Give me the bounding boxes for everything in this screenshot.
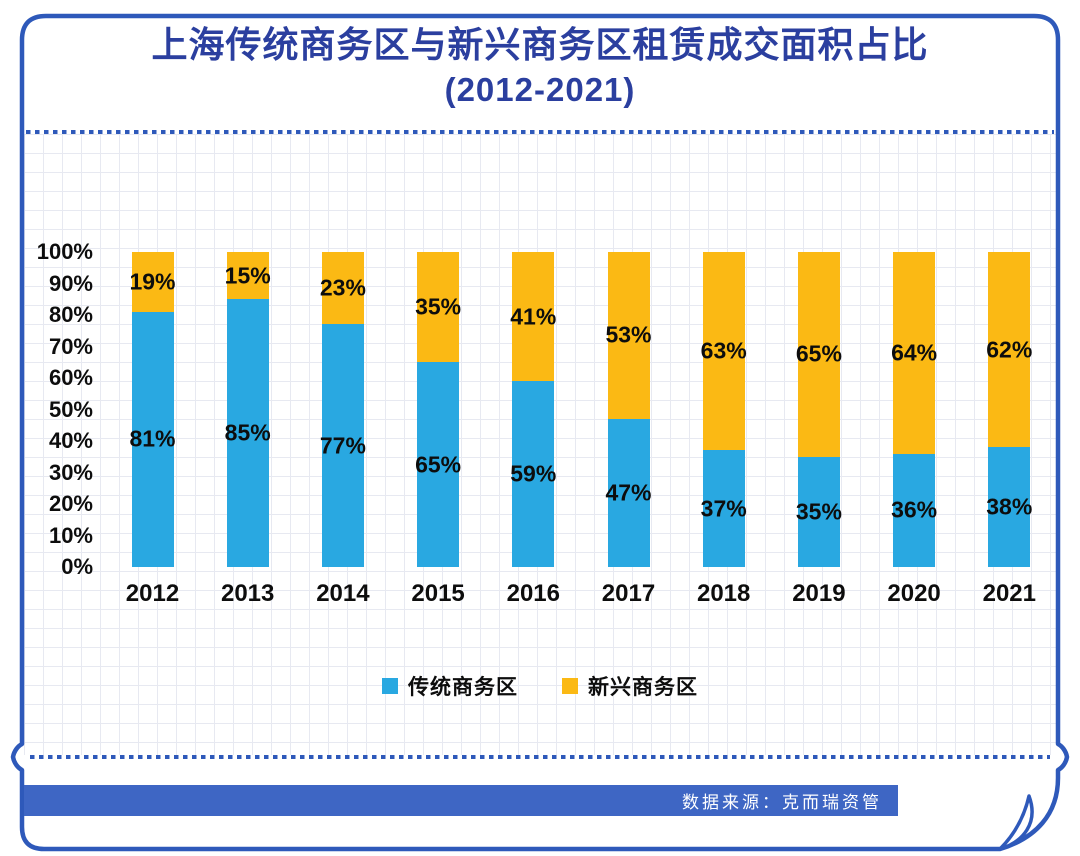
bar-segment-traditional-2013	[226, 299, 269, 567]
segment-value-label-emerging-2015: 35%	[415, 293, 462, 320]
bar-segment-traditional-2017	[607, 418, 650, 567]
bar-segment-emerging-2021	[988, 252, 1031, 448]
bar-group-2018	[702, 252, 745, 567]
x-axis-label-2021: 2021	[982, 580, 1036, 607]
segment-value-label-emerging-2012: 19%	[129, 268, 176, 295]
legend-label-traditional: 传统商务区	[408, 676, 518, 699]
bar-segment-emerging-2015	[417, 252, 460, 363]
y-axis-tick: 90%	[48, 270, 93, 296]
bar-segment-traditional-2021	[988, 447, 1031, 567]
bar-group-2013	[226, 252, 269, 567]
segment-value-label-emerging-2016: 41%	[510, 303, 557, 330]
x-axis-label-2018: 2018	[696, 580, 751, 607]
segment-value-label-traditional-2014: 77%	[319, 432, 366, 459]
bar-group-2019	[797, 252, 840, 567]
bar-segment-emerging-2017	[607, 252, 650, 419]
x-axis-label-2020: 2020	[887, 580, 941, 607]
segment-value-label-traditional-2012: 81%	[129, 425, 176, 452]
x-axis-label-2017: 2017	[601, 580, 656, 607]
page-curl-icon	[998, 794, 1034, 851]
bar-segment-traditional-2016	[512, 381, 555, 567]
bar-group-2014	[321, 252, 364, 567]
x-axis-label-2012: 2012	[125, 580, 180, 607]
bar-group-2017	[607, 252, 650, 567]
y-axis-tick: 100%	[36, 239, 93, 264]
segment-value-label-traditional-2021: 38%	[986, 493, 1033, 520]
x-axis-label-2019: 2019	[792, 580, 846, 607]
bar-segment-traditional-2019	[797, 456, 840, 567]
segment-value-label-traditional-2016: 59%	[510, 460, 557, 487]
y-axis-tick: 60%	[48, 365, 93, 390]
y-axis-tick: 40%	[48, 428, 93, 453]
y-axis-tick: 70%	[48, 333, 93, 359]
segment-value-label-emerging-2014: 23%	[319, 274, 366, 301]
x-axis-label-2015: 2015	[411, 580, 465, 607]
bar-segment-traditional-2020	[893, 453, 936, 567]
segment-value-label-traditional-2018: 37%	[700, 495, 747, 522]
bar-segment-traditional-2015	[417, 362, 460, 567]
x-axis-label-2014: 2014	[316, 580, 370, 607]
y-axis-tick: 50%	[48, 396, 93, 422]
bar-segment-emerging-2013	[226, 252, 269, 300]
bar-segment-traditional-2014	[321, 324, 364, 567]
data-source-band: 数据来源：克而瑞资管	[24, 785, 898, 816]
segment-value-label-traditional-2013: 85%	[224, 419, 271, 446]
segment-value-label-traditional-2017: 47%	[605, 479, 652, 506]
legend-swatch-emerging	[562, 678, 578, 694]
bar-segment-emerging-2016	[512, 252, 555, 382]
x-axis-label-2013: 2013	[220, 580, 275, 607]
y-axis-tick: 80%	[48, 302, 93, 327]
y-axis-tick: 30%	[48, 459, 93, 485]
bar-segment-emerging-2020	[893, 252, 936, 454]
legend-label-emerging: 新兴商务区	[588, 676, 698, 699]
y-axis-tick: 20%	[48, 491, 93, 516]
y-axis-tick: 0%	[61, 554, 93, 579]
x-axis-label-2016: 2016	[506, 580, 560, 607]
bar-segment-emerging-2014	[321, 252, 364, 325]
bar-segment-traditional-2018	[702, 450, 745, 567]
segment-value-label-traditional-2015: 65%	[415, 451, 462, 478]
segment-value-label-emerging-2021: 62%	[986, 336, 1033, 363]
bar-group-2020	[893, 252, 936, 567]
bar-segment-emerging-2018	[702, 252, 745, 451]
chart-title: 上海传统商务区与新兴商务区租赁成交面积占比 (2012-2021)	[40, 22, 1040, 112]
segment-value-label-traditional-2020: 36%	[891, 496, 938, 523]
chart-title-line1: 上海传统商务区与新兴商务区租赁成交面积占比	[151, 24, 929, 65]
data-source-label: 数据来源：克而瑞资管	[682, 793, 882, 812]
bar-group-2015	[417, 252, 460, 567]
segment-value-label-emerging-2018: 63%	[700, 337, 747, 364]
bar-segment-emerging-2012	[131, 252, 174, 312]
bar-segment-emerging-2019	[797, 252, 840, 457]
chart-title-line2: (2012-2021)	[444, 71, 636, 108]
segment-value-label-emerging-2017: 53%	[605, 321, 652, 348]
segment-value-label-emerging-2013: 15%	[224, 262, 271, 289]
segment-value-label-emerging-2019: 65%	[795, 340, 842, 367]
bar-group-2021	[988, 252, 1031, 567]
legend-swatch-traditional	[382, 678, 398, 694]
bar-segment-traditional-2012	[131, 311, 174, 567]
bar-group-2012	[131, 252, 174, 567]
legend-item-traditional: 传统商务区	[382, 671, 518, 701]
segment-value-label-emerging-2020: 64%	[891, 339, 938, 366]
y-axis-tick: 10%	[48, 522, 93, 548]
bar-group-2016	[512, 252, 555, 567]
legend-item-emerging: 新兴商务区	[562, 671, 698, 701]
segment-value-label-traditional-2019: 35%	[795, 498, 842, 525]
legend: 传统商务区 新兴商务区	[0, 671, 1080, 701]
